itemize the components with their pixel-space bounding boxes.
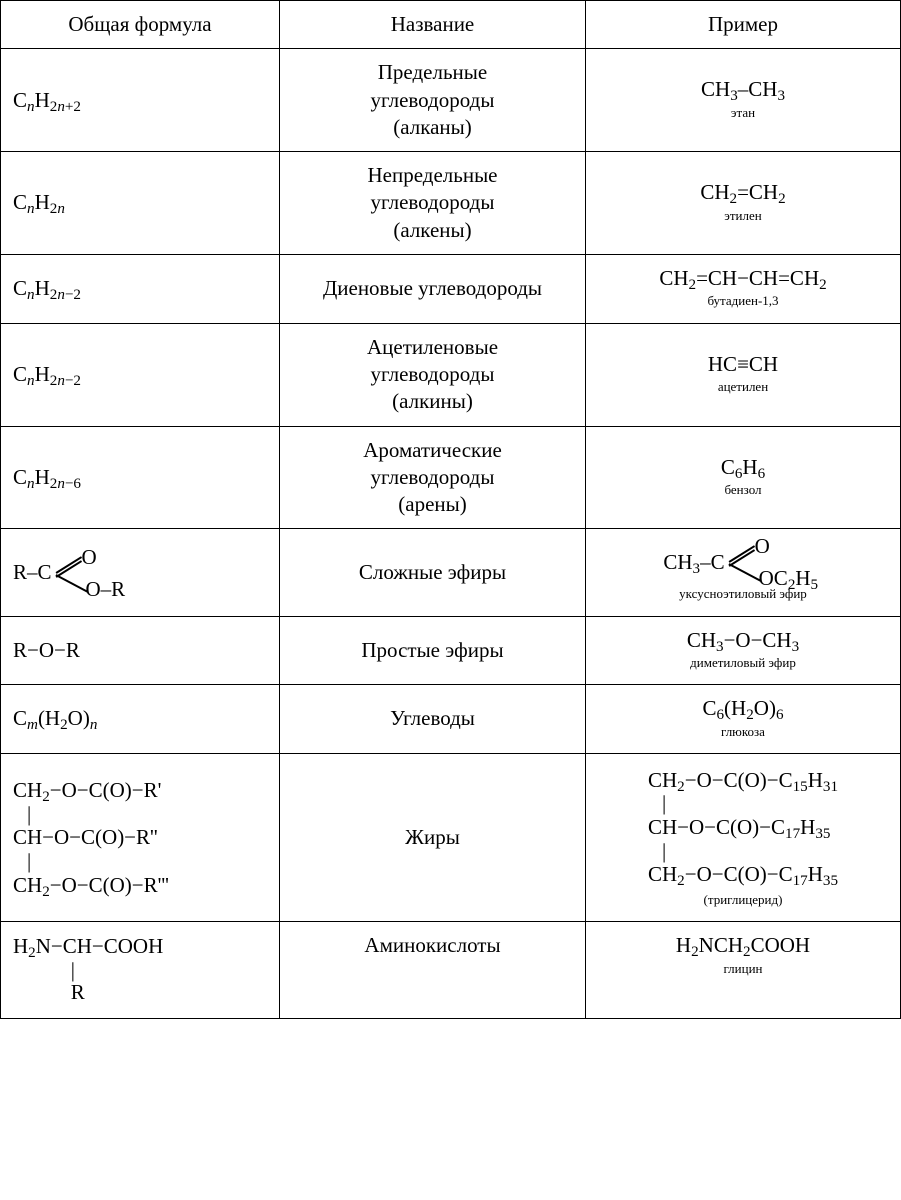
example-formula: CH3–C O OC2H5 [663, 539, 822, 585]
general-formula: R–C O O–R [13, 550, 124, 596]
table-row: CnH2n−2 Ацетиленовыеуглеводороды(алкины)… [1, 323, 901, 426]
example-name: этилен [700, 209, 785, 222]
table-row: H2N−CH−COOH | R Аминокислоты H2NCH2COOH … [1, 922, 901, 1019]
table-row: CnH2n−2 Диеновые углеводороды CH2=CH−CH=… [1, 255, 901, 324]
table-row: CnH2n Непредельныеуглеводороды(алкены) C… [1, 152, 901, 255]
example-name: этан [701, 106, 785, 119]
table-header-row: Общая формула Название Пример [1, 1, 901, 49]
class-name: Предельныеуглеводороды(алканы) [280, 49, 586, 152]
general-formula: CnH2n−2 [13, 276, 81, 300]
table-row: R–C O O–R Сложные эфиры CH3–C O [1, 529, 901, 616]
general-formula: R−O−R [13, 638, 80, 662]
example-name: бутадиен-1,3 [659, 294, 826, 307]
general-formula: CnH2n−6 [13, 465, 81, 489]
general-formula: Cm(H2O)n [13, 706, 97, 730]
class-name: Диеновые углеводороды [280, 255, 586, 324]
example-formula: HC≡CH [708, 352, 778, 376]
th-example: Пример [586, 1, 901, 49]
class-name: Аминокислоты [280, 922, 586, 1019]
example-name: бензол [721, 483, 765, 496]
table-row: R−O−R Простые эфиры CH3−O−CH3 диметиловы… [1, 616, 901, 685]
general-formula: H2N−CH−COOH | R [13, 932, 163, 1008]
example-formula: CH2−O−C(O)−C15H31 | CH−O−C(O)−C17H35 | C… [648, 764, 838, 906]
th-name: Название [280, 1, 586, 49]
general-formula: CnH2n−2 [13, 362, 81, 386]
class-name: Сложные эфиры [280, 529, 586, 616]
table-row: Cm(H2O)n Углеводы C6(H2O)6 глюкоза [1, 685, 901, 754]
example-formula: C6(H2O)6 [702, 696, 783, 720]
example-name: ацетилен [708, 380, 778, 393]
example-formula: CH3−O−CH3 [687, 628, 799, 652]
example-name: глицин [676, 962, 810, 975]
example-name: глюкоза [702, 725, 783, 738]
class-name: Простые эфиры [280, 616, 586, 685]
example-formula: CH2=CH2 [700, 180, 785, 204]
general-formula: CnH2n [13, 190, 65, 214]
class-name: Ацетиленовыеуглеводороды(алкины) [280, 323, 586, 426]
ester-wedge-icon: O O–R [54, 550, 124, 596]
example-formula: C6H6 [721, 455, 765, 479]
class-name: Ароматическиеуглеводороды(арены) [280, 426, 586, 529]
example-formula: CH3–CH3 [701, 77, 785, 101]
general-formula: CH2−O−C(O)−R' | CH−O−C(O)−R'' | CH2−O−C(… [13, 774, 169, 901]
ester-wedge-icon: O OC2H5 [727, 539, 823, 585]
th-formula: Общая формула [1, 1, 280, 49]
table-row: CnH2n+2 Предельныеуглеводороды(алканы) C… [1, 49, 901, 152]
class-name: Углеводы [280, 685, 586, 754]
general-formula: CnH2n+2 [13, 88, 81, 112]
class-name: Непредельныеуглеводороды(алкены) [280, 152, 586, 255]
example-formula: H2NCH2COOH [676, 933, 810, 957]
example-formula: CH2=CH−CH=CH2 [659, 266, 826, 290]
example-name: диметиловый эфир [687, 656, 799, 669]
table-row: CnH2n−6 Ароматическиеуглеводороды(арены)… [1, 426, 901, 529]
table-row: CH2−O−C(O)−R' | CH−O−C(O)−R'' | CH2−O−C(… [1, 753, 901, 921]
class-name: Жиры [280, 753, 586, 921]
organic-classes-table: Общая формула Название Пример CnH2n+2 Пр… [0, 0, 901, 1019]
example-name: (триглицерид) [648, 893, 838, 906]
